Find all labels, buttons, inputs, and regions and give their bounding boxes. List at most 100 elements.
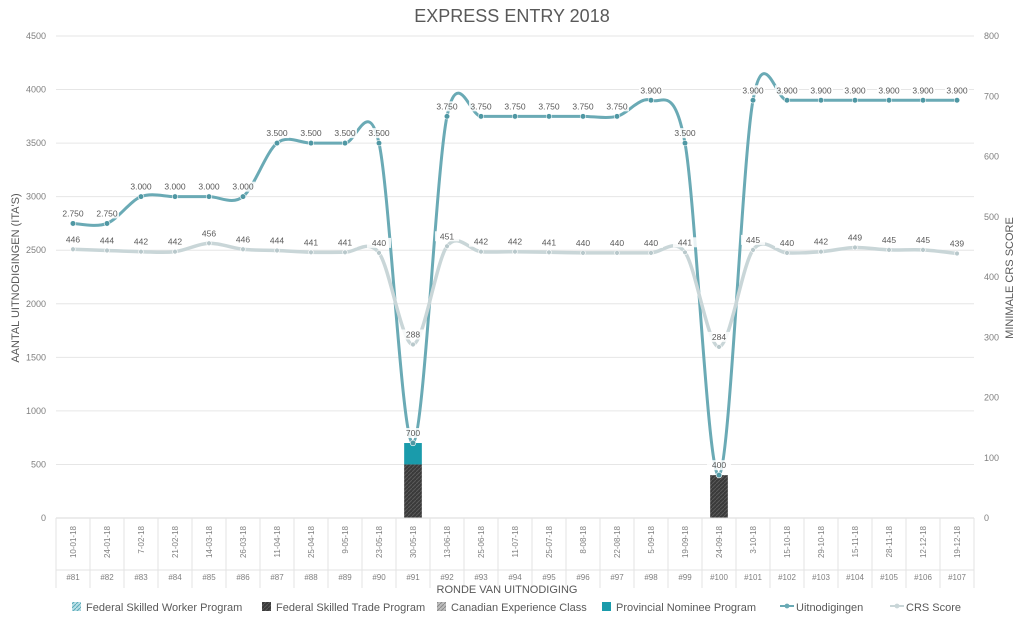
uitnodigingen-point (205, 193, 213, 200)
left-tick-label: 3000 (26, 192, 46, 202)
uitnodigingen-data-label: 700 (406, 428, 420, 438)
right-tick-label: 800 (984, 31, 999, 41)
crs-score-point (954, 250, 960, 257)
crs-score-data-label: 288 (406, 329, 420, 339)
right-tick-label: 600 (984, 152, 999, 162)
date-label: 10-01-18 (69, 525, 78, 558)
left-tick-label: 1000 (26, 406, 46, 416)
round-label: #82 (100, 573, 114, 582)
uitnodigingen-point (273, 140, 281, 147)
data-label-bg (503, 236, 527, 247)
round-label: #92 (440, 573, 454, 582)
legend: Federal Skilled Worker Program Federal Sk… (72, 602, 961, 614)
crs-score-point (206, 240, 212, 246)
data-label-bg (945, 85, 969, 96)
data-label-bg (61, 234, 85, 245)
crs-score-data-label: 445 (746, 235, 760, 245)
date-label: 25-04-18 (307, 525, 316, 558)
round-label: #105 (880, 573, 898, 582)
crs-score-data-label: 442 (508, 237, 522, 247)
data-label-bg (843, 85, 867, 96)
data-label-bg (333, 237, 357, 248)
data-label-bg (129, 236, 153, 247)
bar-segment (710, 475, 728, 518)
date-label: 25-07-18 (545, 525, 554, 558)
data-label-bg (469, 236, 493, 247)
crs-score-data-label: 444 (100, 235, 114, 245)
uitnodigingen-point (69, 220, 77, 227)
data-label-bg (129, 181, 153, 192)
data-label-bg (605, 237, 629, 248)
crs-score-point (376, 250, 382, 256)
crs-score-point (886, 247, 892, 253)
right-tick-label: 200 (984, 393, 999, 403)
x-axis-title: RONDE VAN UITNODIGING (437, 584, 578, 596)
legend-swatch-marker (894, 603, 900, 609)
data-label-bg (877, 85, 901, 96)
date-label: 14-03-18 (205, 525, 214, 558)
crs-score-data-label: 446 (66, 234, 80, 244)
legend-label: Federal Skilled Worker Program (86, 602, 242, 614)
data-label-bg (333, 128, 357, 139)
legend-swatch (602, 602, 611, 611)
uitnodigingen-data-label: 3.500 (368, 128, 390, 138)
uitnodigingen-point (681, 140, 689, 147)
date-label: 13-06-18 (443, 525, 452, 558)
crs-score-data-label: 442 (814, 237, 828, 247)
uitnodigingen-data-label: 3.500 (300, 128, 322, 138)
crs-score-data-label: 440 (610, 238, 624, 248)
date-label: 5-09-18 (647, 525, 656, 553)
round-label: #84 (168, 573, 182, 582)
round-label: #99 (678, 573, 692, 582)
date-label: 15-11-18 (851, 525, 860, 557)
uitnodigingen-point (613, 113, 621, 120)
round-label: #107 (948, 573, 966, 582)
crs-score-data-label: 445 (916, 235, 930, 245)
crs-score-data-label: 442 (168, 237, 182, 247)
uitnodigingen-point (953, 97, 961, 104)
uitnodigingen-data-label: 3.900 (742, 85, 764, 95)
legend-swatch-marker (784, 603, 790, 609)
uitnodigingen-data-label: 3.900 (946, 85, 968, 95)
data-label-bg (401, 329, 425, 340)
uitnodigingen-point (477, 113, 485, 120)
crs-score-point (546, 249, 552, 255)
uitnodigingen-point (545, 113, 553, 120)
left-axis-ticks: 0 500 1000 1500 2000 2500 3000 3500 4000 4500 (26, 31, 46, 523)
crs-score-point (138, 248, 144, 255)
crs-score-point (478, 248, 484, 255)
data-label-bg (299, 237, 323, 248)
legend-label: CRS Score (906, 602, 961, 614)
uitnodigingen-data-label: 3.750 (504, 101, 526, 111)
uitnodigingen-data-label: 3.900 (878, 85, 900, 95)
data-label-bg (843, 232, 867, 243)
data-label-bg (197, 181, 221, 192)
uitnodigingen-point (885, 97, 893, 104)
uitnodigingen-data-label: 3.900 (844, 85, 866, 95)
round-label: #94 (508, 573, 522, 582)
data-label-bg (61, 208, 85, 219)
data-label-bg (673, 237, 697, 248)
right-tick-label: 400 (984, 272, 999, 282)
date-label: 19-09-18 (681, 525, 690, 558)
crs-score-data-label: 442 (474, 237, 488, 247)
crs-score-point (70, 246, 76, 252)
uitnodigingen-data-label: 2.750 (62, 208, 84, 218)
crs-score-point (410, 341, 416, 348)
crs-score-data-label: 441 (678, 237, 692, 247)
round-label: #85 (202, 573, 216, 582)
date-label: 11-04-18 (273, 525, 282, 557)
date-label: 15-10-18 (783, 525, 792, 558)
chart-title: EXPRESS ENTRY 2018 (414, 6, 609, 26)
crs-score-data-label: 456 (202, 228, 216, 238)
crs-score-data-label: 440 (576, 238, 590, 248)
data-label-bg (95, 208, 119, 219)
data-label-bg (231, 234, 255, 245)
crs-score-point (274, 247, 280, 254)
date-label: 3-10-18 (749, 525, 758, 553)
uitnodigingen-point (919, 97, 927, 104)
crs-score-point (750, 247, 756, 253)
uitnodigingen-data-label: 3.750 (572, 101, 594, 111)
data-label-bg (911, 234, 935, 245)
